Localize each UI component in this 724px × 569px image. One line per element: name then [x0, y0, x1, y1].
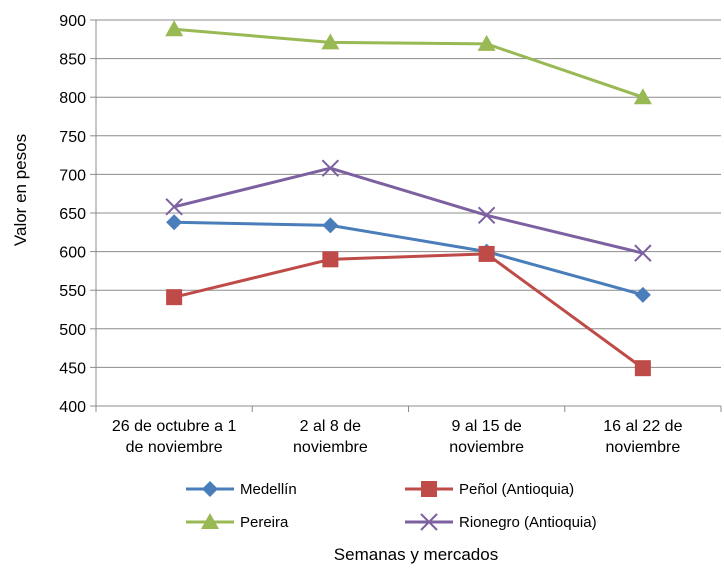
legend-item: Pereira: [186, 513, 289, 531]
x-category-label-line: 9 al 15 de: [451, 418, 521, 435]
y-tick-label: 650: [59, 206, 86, 223]
data-point: [165, 20, 183, 36]
x-category-label: 9 al 15 de noviembre: [449, 418, 524, 456]
legend-swatch-marker: [202, 481, 218, 497]
y-axis-ticks: 400 450 500 550 600 650 700 750 800 850 900: [59, 13, 86, 416]
x-category-label-line: noviembre: [293, 439, 368, 456]
y-tick-label: 900: [59, 13, 86, 30]
y-tick-label: 750: [59, 129, 86, 146]
x-category-label-line: de noviembre: [126, 439, 223, 456]
y-tick-label: 400: [59, 399, 86, 416]
legend-item: Medellín: [186, 481, 297, 498]
grid-lines: [90, 20, 721, 412]
legend-label: Peñol (Antioquia): [459, 481, 574, 498]
x-category-label-line: 16 al 22 de: [603, 418, 682, 435]
y-tick-label: 800: [59, 90, 86, 107]
data-point: [635, 360, 651, 376]
x-axis-title: Semanas y mercados: [334, 545, 498, 564]
y-tick-label: 500: [59, 322, 86, 339]
data-point: [322, 251, 338, 267]
data-point: [166, 214, 182, 230]
x-category-label: 26 de octubre a 1 de noviembre: [112, 418, 237, 456]
data-point: [166, 289, 182, 305]
y-tick-label: 450: [59, 360, 86, 377]
series-0: [166, 214, 651, 303]
y-axis-title: Valor en pesos: [11, 134, 30, 246]
legend-swatch-marker: [421, 481, 437, 497]
x-category-label-line: 26 de octubre a 1: [112, 418, 237, 435]
series-line: [174, 29, 643, 97]
legend-item: Rionegro (Antioquia): [405, 514, 597, 531]
legend: Medellín Peñol (Antioquia) Pereira Rionegro…: [186, 481, 597, 531]
x-category-label-line: noviembre: [449, 439, 524, 456]
legend-label: Rionegro (Antioquia): [459, 514, 597, 531]
series-line: [174, 222, 643, 295]
data-point: [322, 217, 338, 233]
x-category-label-line: noviembre: [606, 439, 681, 456]
y-tick-label: 600: [59, 245, 86, 262]
series-group: [165, 20, 652, 376]
x-category-label: 2 al 8 de noviembre: [293, 418, 368, 456]
x-axis-categories: 26 de octubre a 1 de noviembre 2 al 8 de no…: [112, 418, 683, 456]
series-3: [166, 160, 651, 261]
series-2: [165, 20, 652, 104]
data-point: [635, 287, 651, 303]
x-category-label-line: 2 al 8 de: [300, 418, 361, 435]
legend-label: Pereira: [240, 514, 289, 531]
legend-label: Medellín: [240, 481, 297, 498]
series-1: [166, 246, 651, 376]
x-category-label: 16 al 22 de noviembre: [603, 418, 682, 456]
series-line: [174, 254, 643, 368]
y-tick-label: 550: [59, 283, 86, 300]
series-line: [174, 168, 643, 253]
data-point: [479, 246, 495, 262]
y-tick-label: 700: [59, 167, 86, 184]
legend-item: Peñol (Antioquia): [405, 481, 574, 498]
y-tick-label: 850: [59, 52, 86, 69]
